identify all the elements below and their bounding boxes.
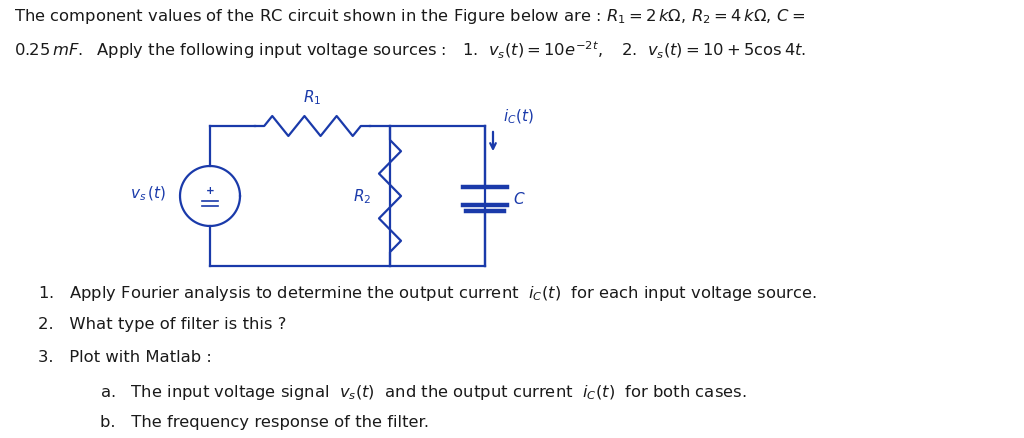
Text: $R_1$: $R_1$ [303, 88, 322, 107]
Text: $i_C(t)$: $i_C(t)$ [503, 107, 534, 126]
Text: $R_2$: $R_2$ [353, 187, 371, 206]
Text: 2.   What type of filter is this ?: 2. What type of filter is this ? [38, 316, 287, 331]
Text: The component values of the RC circuit shown in the Figure below are : $R_1 = 2\: The component values of the RC circuit s… [14, 7, 806, 26]
Text: a.   The input voltage signal  $v_s(t)$  and the output current  $i_C(t)$  for b: a. The input voltage signal $v_s(t)$ and… [100, 382, 746, 401]
Text: b.   The frequency response of the filter.: b. The frequency response of the filter. [100, 414, 429, 429]
Text: $v_s\,(t)$: $v_s\,(t)$ [130, 184, 166, 203]
Text: 3.   Plot with Matlab :: 3. Plot with Matlab : [38, 349, 212, 364]
Text: $C$: $C$ [513, 191, 525, 207]
Text: $0.25\,mF.$  Apply the following input voltage sources :   1.  $v_s(t) = 10e^{-2: $0.25\,mF.$ Apply the following input vo… [14, 39, 806, 60]
Text: 1.   Apply Fourier analysis to determine the output current  $i_C(t)$  for each : 1. Apply Fourier analysis to determine t… [38, 283, 817, 302]
Text: +: + [206, 186, 214, 195]
